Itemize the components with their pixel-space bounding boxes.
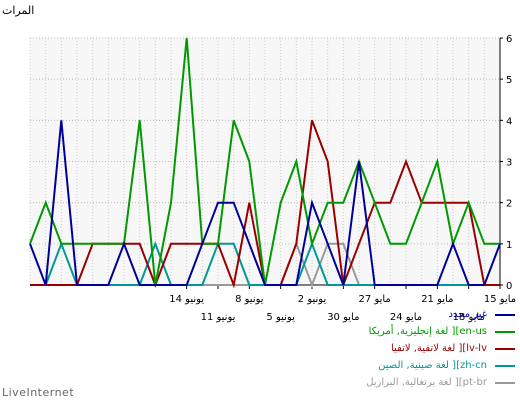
x-tick-label: 14 يونيو bbox=[169, 294, 204, 305]
legend-item: لغة إنجليزية, أمريكا ][en-us bbox=[340, 325, 515, 341]
y-tick-label: 3 bbox=[506, 158, 512, 169]
x-tick-label: 18 مايو bbox=[453, 312, 485, 323]
y-tick-label: 1 bbox=[506, 240, 512, 251]
legend-swatch bbox=[495, 331, 515, 333]
legend-swatch bbox=[495, 314, 515, 316]
legend-label: لغة صينية, الصين ][zh-cn bbox=[378, 360, 487, 371]
x-tick-label: 24 مايو bbox=[390, 312, 422, 323]
x-tick-label: 5 يونيو bbox=[266, 312, 295, 323]
legend-item: لغة لاتفية, لاتفيا ][lv-lv bbox=[340, 342, 515, 358]
y-tick-label: 0 bbox=[506, 281, 512, 292]
legend-item: غير محدد bbox=[340, 308, 515, 324]
legend-label: لغة برتغالية, البرازيل ][pt-br bbox=[366, 377, 487, 388]
x-tick-label: 27 مايو bbox=[359, 294, 391, 305]
x-tick-label: 2 يونيو bbox=[298, 294, 327, 305]
series-line bbox=[29, 120, 501, 286]
y-tick-label: 4 bbox=[506, 116, 512, 127]
legend-swatch bbox=[495, 382, 515, 384]
x-tick-label: 30 مايو bbox=[327, 312, 359, 323]
legend-label: غير محدد bbox=[448, 309, 487, 320]
legend-label: لغة إنجليزية, أمريكا ][en-us bbox=[368, 326, 487, 337]
y-tick-label: 5 bbox=[506, 75, 512, 86]
legend-label: لغة لاتفية, لاتفيا ][lv-lv bbox=[390, 343, 487, 354]
y-axis-label: المرات bbox=[2, 4, 35, 17]
legend-item: لغة صينية, الصين ][zh-cn bbox=[340, 359, 515, 375]
y-tick-label: 6 bbox=[506, 34, 512, 45]
legend-swatch bbox=[495, 348, 515, 350]
watermark: LiveInternet bbox=[2, 386, 75, 399]
legend-swatch bbox=[495, 365, 515, 367]
legend-item: لغة برتغالية, البرازيل ][pt-br bbox=[340, 376, 515, 392]
x-tick-label: 11 يونيو bbox=[201, 312, 236, 323]
y-tick-label: 2 bbox=[506, 199, 512, 210]
x-tick-label: 21 مايو bbox=[421, 294, 453, 305]
x-tick-label: 8 يونيو bbox=[235, 294, 264, 305]
x-tick-label: 15 مايو bbox=[484, 294, 516, 305]
legend: غير محدد لغة إنجليزية, أمريكا ][en-us لغة … bbox=[340, 308, 515, 393]
